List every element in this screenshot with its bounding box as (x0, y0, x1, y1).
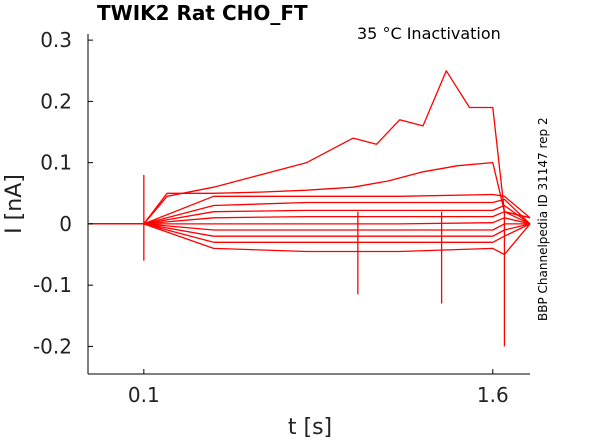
plot-area: -0.2 -0.1 0 0.1 0.2 0.3 0.1 1.6 (33, 28, 531, 407)
chart-annotation: 35 °C Inactivation (357, 24, 501, 43)
side-label: BBP Channelpedia ID 31147 rep 2 (536, 117, 550, 321)
chart-title: TWIK2 Rat CHO_FT (97, 1, 308, 25)
x-tick-label: 0.1 (128, 383, 160, 407)
y-tick-label: -0.2 (33, 334, 72, 358)
series-line-2 (88, 161, 531, 225)
series-line-4 (88, 198, 531, 225)
y-tick-label: 0.1 (40, 151, 72, 175)
series-layer (88, 70, 531, 256)
series-line-5 (88, 204, 531, 225)
y-axis-label: I [nA] (2, 174, 27, 234)
series-line-3 (88, 193, 531, 225)
y-tick-label: -0.1 (33, 273, 72, 297)
y-tick-label: 0.3 (40, 28, 72, 52)
y-ticks: -0.2 -0.1 0 0.1 0.2 0.3 (33, 28, 93, 358)
x-tick-label: 1.6 (477, 383, 509, 407)
series-line-10 (88, 223, 531, 243)
spike-layer (143, 174, 506, 347)
series-line-9 (88, 223, 531, 237)
y-tick-label: 0 (59, 212, 72, 236)
series-line-11 (88, 223, 531, 256)
x-axis-label: t [s] (288, 415, 332, 440)
series-line-8 (88, 223, 530, 231)
series-line-7 (88, 217, 531, 225)
series-line-1 (88, 70, 531, 225)
x-ticks: 0.1 1.6 (128, 369, 509, 407)
y-tick-label: 0.2 (40, 89, 72, 113)
series-line-6 (88, 211, 531, 225)
